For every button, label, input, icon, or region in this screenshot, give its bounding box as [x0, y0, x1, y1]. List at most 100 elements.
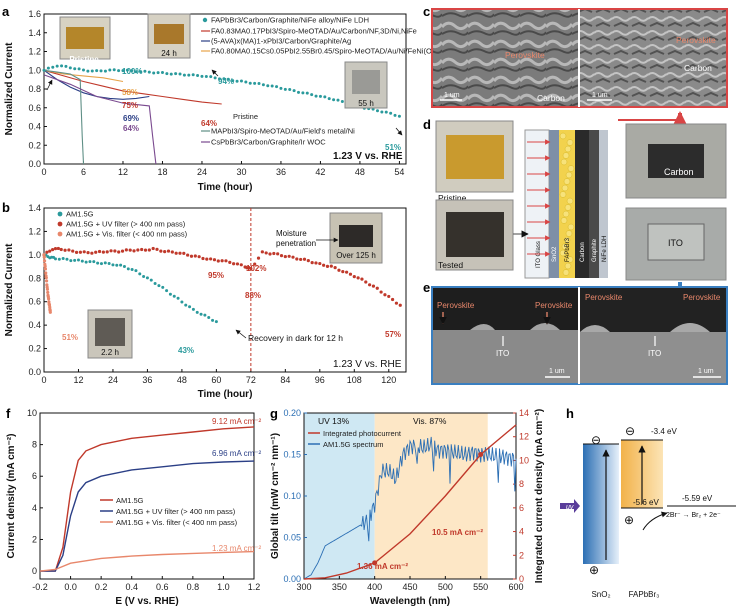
- annot-f-912: 9.12 mA cm⁻²: [212, 417, 261, 426]
- data-point-a: [213, 76, 217, 80]
- data-point-a: [60, 64, 64, 68]
- uv-label: uv: [566, 504, 574, 511]
- legend-f-0: AM1.5G: [116, 496, 144, 505]
- data-point-b-am15g: [126, 267, 130, 271]
- sem-image-c-right: [580, 9, 727, 107]
- y-tick-label: 4: [32, 503, 37, 513]
- condition-a: 1.23 V vs. RHE: [333, 151, 403, 162]
- data-point-b-uvfilter: [341, 270, 345, 274]
- annot-a-75: 75%: [122, 101, 138, 110]
- panel-label-a: a: [2, 4, 10, 19]
- data-point-b-uvfilter: [256, 256, 261, 260]
- data-point-a: [305, 91, 309, 95]
- data-point-b-uvfilter: [132, 249, 136, 253]
- data-point-a: [77, 67, 81, 71]
- data-point-a: [143, 69, 147, 73]
- perovskite-grain: [559, 249, 567, 257]
- y-tick-label: 0.05: [283, 533, 301, 543]
- data-point-b-uvfilter: [322, 263, 326, 267]
- data-point-b-uvfilter: [345, 270, 349, 274]
- annot-a-69: 69%: [123, 114, 139, 123]
- data-point-b-uvfilter: [178, 251, 182, 255]
- y-tick-label: 0.0: [28, 367, 41, 377]
- data-point-b-uvfilter: [109, 249, 113, 253]
- marker-g-400nm: [372, 560, 378, 566]
- device-stack-schematic: ITO Glass SnO2 FAPbBr3 Carbon Graphite N…: [524, 129, 608, 279]
- data-point-b-am15g: [103, 261, 107, 265]
- data-point-b-uvfilter: [239, 263, 243, 267]
- data-point-b-uvfilter: [101, 250, 105, 254]
- data-point-b-uvfilter: [360, 277, 364, 281]
- x-tick-label: 12: [73, 375, 83, 385]
- data-point-a: [283, 87, 287, 91]
- e-scalebar-1: 1 um: [549, 368, 565, 375]
- photo-label-over125h: Over 125 h: [336, 251, 376, 260]
- data-point-a: [81, 68, 85, 72]
- series-line-f-vis: [39, 550, 255, 572]
- data-point-b-uvfilter: [197, 255, 201, 259]
- x-axis-label-f: E (V vs. RHE): [115, 596, 178, 607]
- annot-b-57: 57%: [385, 330, 401, 339]
- y-tick-label: 0.2: [28, 344, 41, 354]
- x-tick-label: 450: [402, 582, 417, 592]
- energy-redox: -5.59 eV: [682, 494, 713, 503]
- legend-a-4: MAPbI3/Spiro-MeOTAD/Au/Field's metal/Ni: [211, 127, 355, 136]
- data-point-a: [204, 74, 208, 78]
- data-point-a: [310, 93, 314, 97]
- data-point-b-uvfilter: [368, 283, 372, 287]
- data-point-a: [389, 111, 393, 115]
- light-arrows: [527, 139, 551, 257]
- data-point-b-uvfilter: [224, 259, 228, 263]
- series-line-a-5: [43, 74, 157, 165]
- d-label-carbon: Carbon: [664, 167, 694, 177]
- x-tick-label: 6: [81, 167, 86, 177]
- x-tick-label: 18: [157, 167, 167, 177]
- data-point-a: [380, 110, 384, 114]
- y2-tick-label: 4: [519, 527, 524, 537]
- data-point-b-am15g: [203, 313, 207, 317]
- y-axis-label-a: Normalized Current: [4, 42, 15, 135]
- layer-carbon: Carbon: [580, 242, 586, 262]
- photo-label-pristine: Pristine: [69, 55, 99, 64]
- x-tick-label: 60: [211, 375, 221, 385]
- data-point-b-uvfilter: [276, 252, 280, 256]
- perovskite-grain: [564, 204, 572, 211]
- data-point-a: [288, 87, 292, 91]
- data-point-b-am15g: [184, 303, 188, 307]
- y-tick-label: 0.6: [28, 103, 41, 113]
- photo-d-carbon: Carbon: [625, 123, 727, 199]
- data-point-b-uvfilter: [113, 249, 117, 253]
- y2-tick-label: 12: [519, 432, 529, 442]
- data-point-a: [86, 69, 90, 73]
- x-tick-label: 550: [473, 582, 488, 592]
- condition-b: 1.23 V vs. RHE: [333, 359, 402, 370]
- legend-a-2: (5-AVA)x(MA)1-xPbI3/Carbon/Graphite/Ag: [211, 37, 351, 46]
- y-tick-label: 0.20: [283, 408, 301, 418]
- data-point-b-uvfilter: [364, 280, 368, 284]
- photo-over125h: Over 125 h: [329, 212, 383, 264]
- data-point-b-uvfilter: [387, 294, 391, 299]
- data-point-a: [139, 70, 143, 74]
- data-point-a: [121, 69, 125, 73]
- data-point-b-uvfilter: [352, 275, 356, 279]
- data-point-b-am15g: [142, 275, 146, 279]
- perovskite-grain: [566, 256, 574, 263]
- data-point-a: [327, 97, 331, 101]
- panel-e: e Perovskite Perovskite Perovskite Perov…: [423, 280, 728, 385]
- data-point-b-am15g: [69, 259, 73, 263]
- perovskite-grain: [564, 262, 572, 270]
- region-label-vis: Vis. 87%: [413, 416, 447, 426]
- photo-2-2h: 2.2 h: [87, 309, 133, 359]
- y-axis-label-f: Current density (mA cm⁻²): [6, 434, 17, 559]
- x-tick-label: 48: [177, 375, 187, 385]
- data-point-b-uvfilter: [163, 250, 167, 254]
- data-point-a: [174, 72, 178, 76]
- y-tick-label: 0.2: [28, 140, 41, 150]
- legend-a: FAPbBr3/Carbon/Graphite/NiFe alloy/NiFe …: [201, 16, 444, 147]
- annot-b-43: 43%: [178, 346, 194, 355]
- data-point-b-am15g: [211, 318, 215, 322]
- sem-image-c-left: [432, 9, 578, 107]
- data-point-b-uvfilter: [201, 256, 205, 261]
- x-tick-label: 0.4: [125, 582, 138, 592]
- e-label-perovskite-3: Perovskite: [585, 293, 623, 302]
